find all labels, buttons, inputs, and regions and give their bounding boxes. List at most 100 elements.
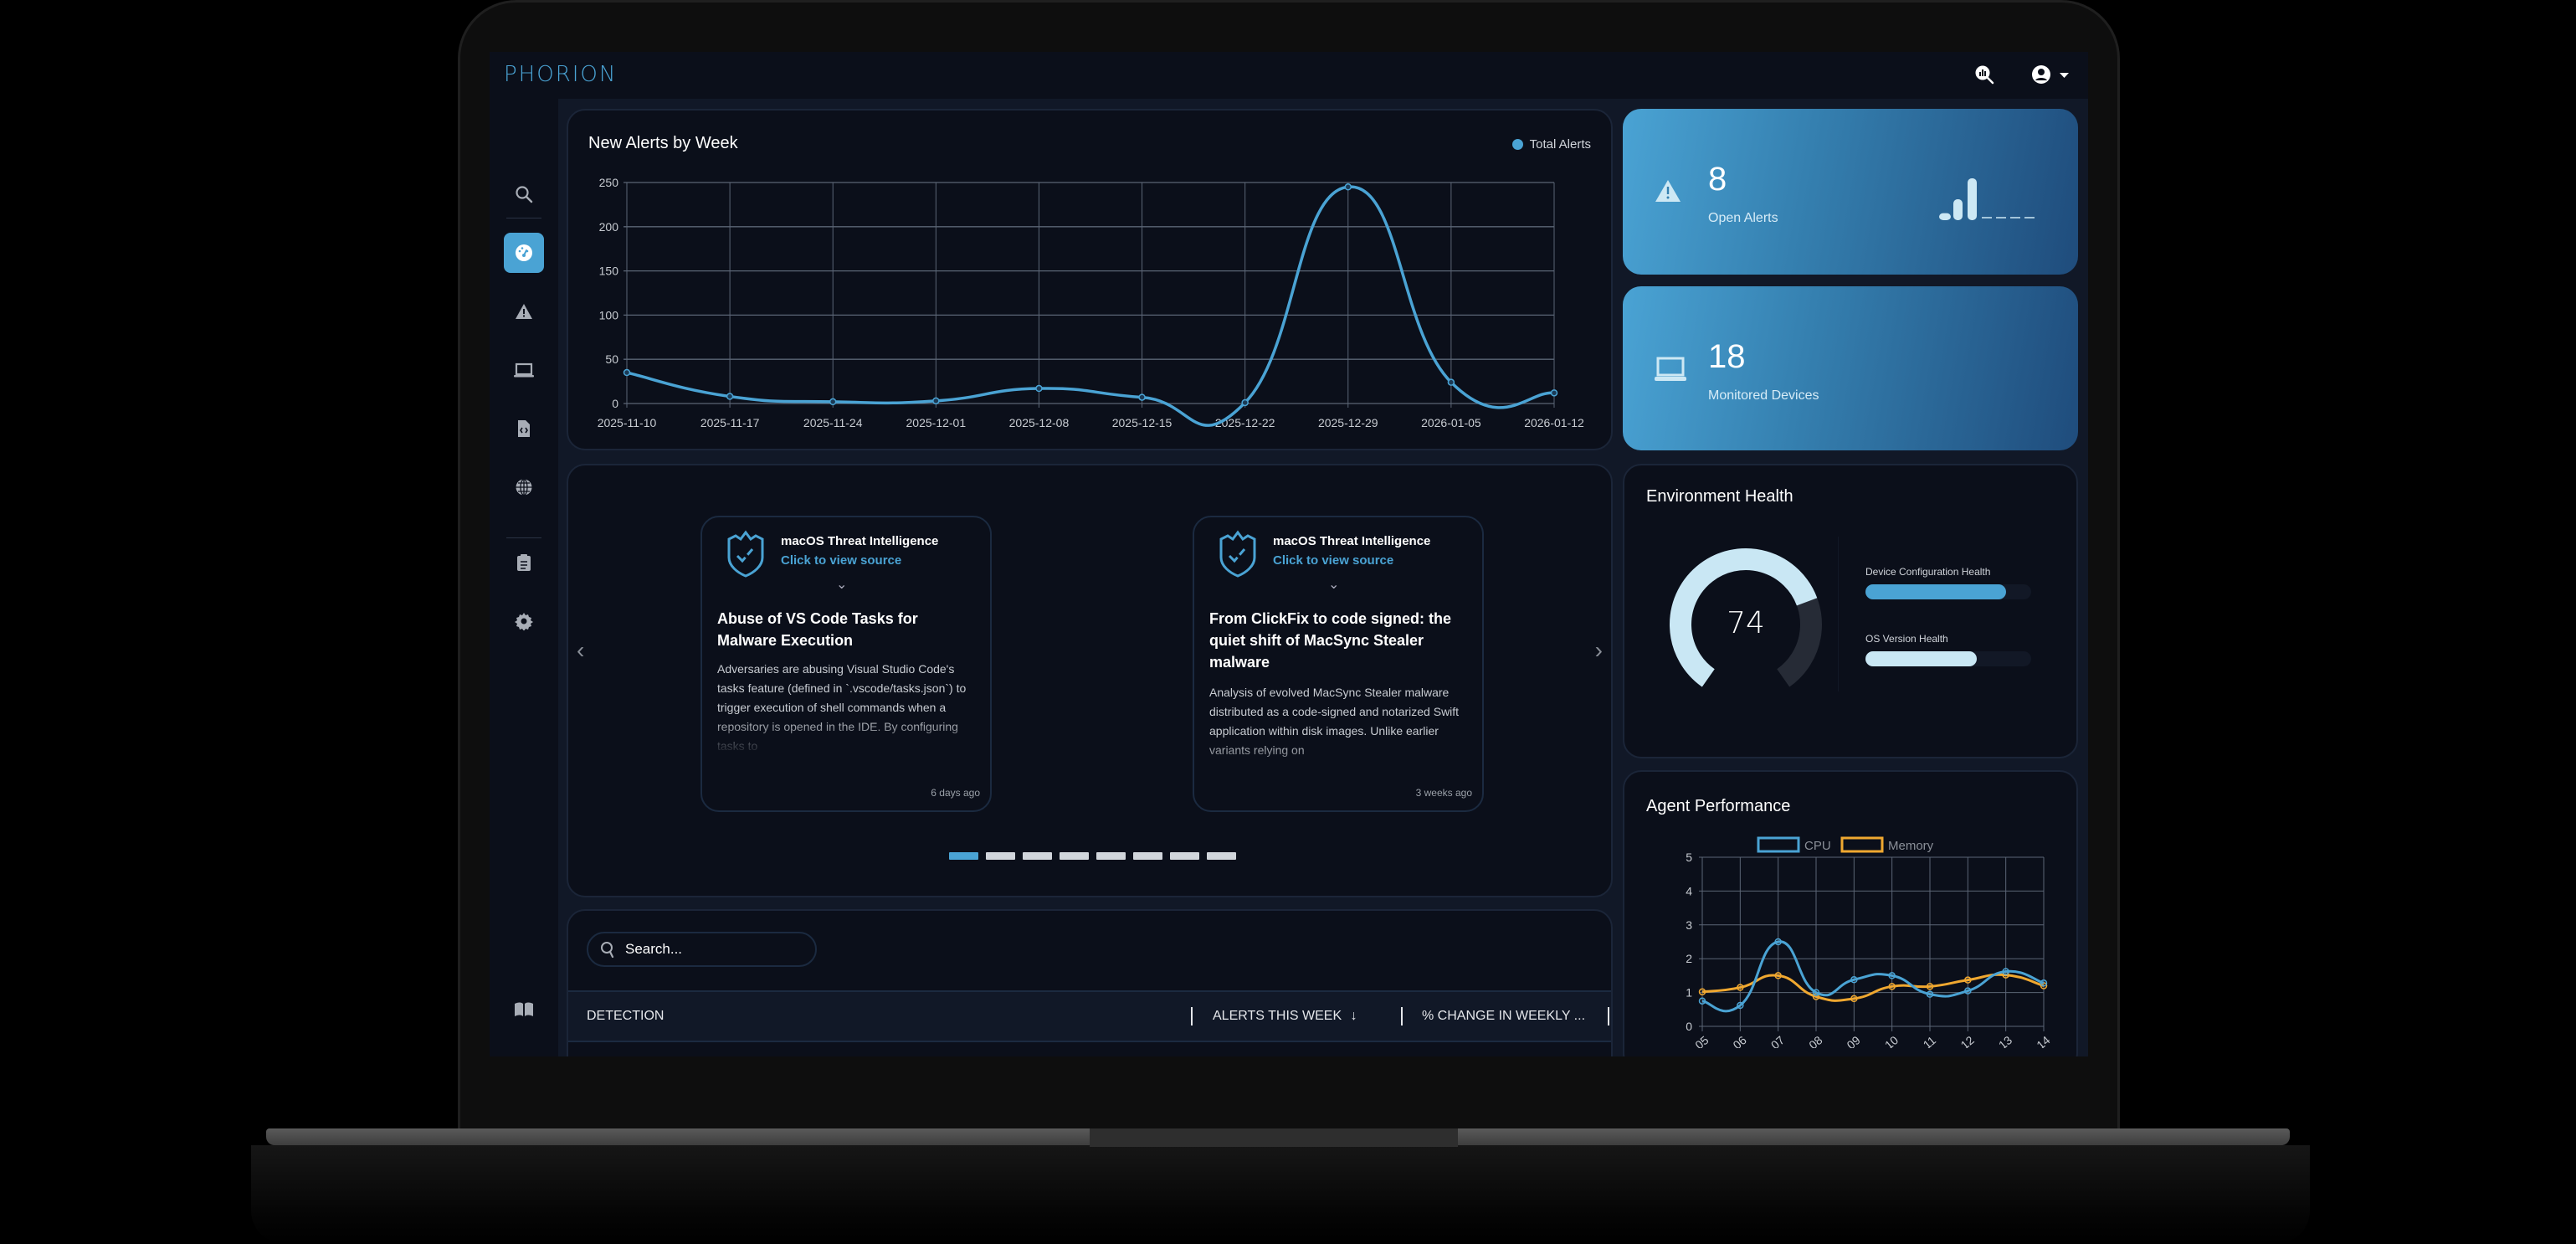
app-screen: PHORION: [490, 52, 2088, 1056]
sidebar-item-code-files[interactable]: [504, 409, 544, 449]
carousel-page-dot[interactable]: [949, 852, 978, 860]
carousel-page-dot[interactable]: [1023, 852, 1052, 860]
carousel-page-dot[interactable]: [986, 852, 1015, 860]
svg-text:2025-12-22: 2025-12-22: [1215, 416, 1275, 429]
svg-text:2025-12-29: 2025-12-29: [1318, 416, 1378, 429]
col-detection[interactable]: DETECTION: [587, 1009, 665, 1023]
svg-text:1: 1: [1686, 986, 1692, 1000]
svg-text:06: 06: [1731, 1033, 1749, 1048]
svg-text:0: 0: [1686, 1020, 1692, 1033]
news-time: 3 weeks ago: [1415, 787, 1472, 799]
carousel-page-dot[interactable]: [1060, 852, 1089, 860]
svg-text:5: 5: [1686, 851, 1692, 864]
search-icon: [601, 942, 614, 959]
svg-text:2025-11-10: 2025-11-10: [598, 416, 657, 429]
svg-text:2026-01-12: 2026-01-12: [1524, 416, 1584, 429]
monitored-devices-card[interactable]: 18 Monitored Devices: [1623, 286, 2078, 450]
agent-perf-title: Agent Performance: [1646, 797, 1791, 815]
sidebar-item-settings[interactable]: [504, 601, 544, 641]
svg-text:2025-12-08: 2025-12-08: [1009, 416, 1070, 429]
logo[interactable]: PHORION: [504, 62, 618, 87]
alerts-line-chart[interactable]: 0 50 100 150 200 250 2025-11-10 2025-11-17 2025-…: [568, 111, 1611, 449]
news-card[interactable]: macOS Threat Intelligence Click to view …: [1193, 516, 1484, 812]
svg-text:13: 13: [1996, 1033, 2014, 1048]
news-time: 6 days ago: [931, 787, 980, 799]
detections-search[interactable]: [587, 932, 817, 967]
health-metric-label: OS Version Health: [1865, 633, 1948, 645]
news-source: macOS Threat Intelligence: [781, 534, 939, 548]
svg-text:250: 250: [599, 176, 619, 189]
carousel-page-dot[interactable]: [1170, 852, 1199, 860]
chevron-down-icon[interactable]: ⌄: [836, 578, 848, 592]
svg-text:12: 12: [1958, 1033, 1977, 1048]
laptop-shadow: [251, 1145, 2310, 1244]
analytics-search-icon[interactable]: [1973, 64, 1995, 90]
user-menu[interactable]: [2030, 64, 2071, 90]
sort-desc-icon: ↓: [1350, 1009, 1357, 1023]
col-alerts-this-week[interactable]: ALERTS THIS WEEK ↓: [1213, 1009, 1357, 1023]
search-input[interactable]: [625, 941, 809, 958]
sidebar-item-devices[interactable]: [504, 350, 544, 390]
laptop-notch: [1090, 1128, 1458, 1147]
svg-text:3: 3: [1686, 918, 1692, 932]
carousel-page-dot[interactable]: [1207, 852, 1236, 860]
news-body: Analysis of evolved MacSync Stealer malw…: [1209, 686, 1460, 757]
sidebar-item-docs[interactable]: [504, 990, 544, 1030]
svg-text:4: 4: [1686, 884, 1692, 897]
news-body: Adversaries are abusing Visual Studio Co…: [717, 662, 967, 753]
shield-check-icon: [727, 530, 764, 578]
svg-text:100: 100: [599, 308, 619, 321]
svg-text:14: 14: [2034, 1033, 2052, 1048]
agent-perf-card: Agent Performance 0 1 2 3 4 5 05 06 07 08 09 10 11 12…: [1623, 770, 2078, 1056]
search-icon: [516, 186, 533, 203]
sidebar-item-dashboard[interactable]: [504, 233, 544, 273]
view-source-link[interactable]: Click to view source: [1273, 553, 1394, 568]
sidebar-item-search[interactable]: [504, 174, 544, 214]
svg-text:2025-11-24: 2025-11-24: [803, 416, 863, 429]
carousel-page-dot[interactable]: [1096, 852, 1126, 860]
env-health-title: Environment Health: [1646, 487, 1793, 506]
carousel-prev-arrow[interactable]: ‹: [577, 637, 585, 663]
svg-text:50: 50: [605, 352, 618, 366]
svg-text:0: 0: [612, 397, 618, 410]
svg-text:08: 08: [1806, 1033, 1824, 1048]
sidebar-item-network[interactable]: [504, 467, 544, 507]
sidebar-item-integrations[interactable]: [504, 1048, 544, 1056]
open-alerts-count: 8: [1708, 161, 1727, 198]
warning-icon: [516, 304, 532, 319]
col-percent-change[interactable]: % CHANGE IN WEEKLY ...: [1422, 1009, 1586, 1023]
carousel-page-dot[interactable]: [1133, 852, 1162, 860]
globe-icon: [516, 478, 532, 496]
chevron-down-icon[interactable]: ⌄: [1328, 578, 1340, 592]
svg-text:200: 200: [599, 220, 619, 234]
svg-text:2025-12-01: 2025-12-01: [906, 416, 967, 429]
view-source-link[interactable]: Click to view source: [781, 553, 902, 568]
alerts-legend[interactable]: Total Alerts: [1511, 137, 1591, 152]
svg-text:2025-12-15: 2025-12-15: [1112, 416, 1173, 429]
health-gauge: [1670, 548, 1822, 687]
news-source: macOS Threat Intelligence: [1273, 534, 1431, 548]
news-title: From ClickFix to code signed: the quiet …: [1209, 610, 1452, 671]
devices-count: 18: [1708, 338, 1746, 375]
svg-text:09: 09: [1845, 1033, 1863, 1048]
alerts-chart-title: New Alerts by Week: [588, 134, 738, 152]
top-bar: PHORION: [490, 52, 2088, 99]
devices-label: Monitored Devices: [1708, 388, 1819, 403]
sidebar: [490, 99, 558, 1056]
carousel-next-arrow[interactable]: ›: [1594, 637, 1603, 663]
news-card[interactable]: macOS Threat Intelligence Click to view …: [700, 516, 992, 812]
alerts-chart-card: New Alerts by Week Total Alerts 0 50 100 15…: [567, 109, 1613, 450]
legend-label: Total Alerts: [1529, 137, 1591, 152]
col-resize-handle[interactable]: [1191, 1007, 1193, 1026]
col-resize-handle[interactable]: [1608, 1007, 1609, 1026]
news-title: Abuse of VS Code Tasks for Malware Execu…: [717, 610, 918, 649]
open-alerts-card[interactable]: 8 Open Alerts: [1623, 109, 2078, 275]
gear-icon: [515, 613, 533, 630]
open-alerts-label: Open Alerts: [1708, 211, 1778, 225]
svg-text:CPU: CPU: [1804, 839, 1831, 853]
col-resize-handle[interactable]: [1401, 1007, 1403, 1026]
laptop-icon: [1655, 357, 1686, 386]
sidebar-item-alerts[interactable]: [504, 291, 544, 332]
sidebar-item-reports[interactable]: [504, 542, 544, 583]
